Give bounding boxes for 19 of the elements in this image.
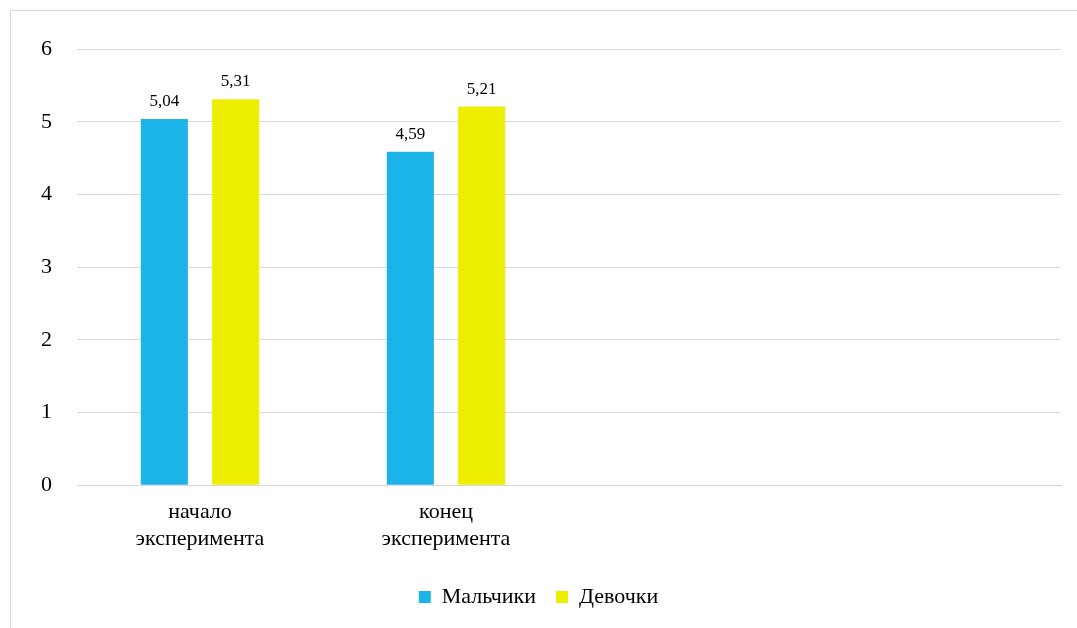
y-tick-label: 3 xyxy=(41,252,52,278)
data-label: 5,21 xyxy=(466,78,497,98)
x-tick-label: конец эксперимента xyxy=(381,498,511,550)
x-tick-label: начало эксперимента xyxy=(135,498,265,550)
y-tick-label: 1 xyxy=(41,398,52,424)
data-label: 5,31 xyxy=(220,71,251,91)
y-tick-label: 0 xyxy=(41,470,52,496)
legend-label: Мальчики xyxy=(441,582,537,608)
bar xyxy=(386,151,434,485)
bar xyxy=(212,99,260,485)
y-tick-label: 2 xyxy=(41,325,52,351)
legend-label: Девочки xyxy=(578,582,659,608)
data-label: 5,04 xyxy=(149,90,180,110)
y-tick-label: 5 xyxy=(41,107,52,133)
y-tick-label: 4 xyxy=(41,180,52,206)
y-tick-label: 6 xyxy=(41,34,52,60)
data-label: 4,59 xyxy=(395,123,426,143)
bar xyxy=(140,118,188,485)
bar xyxy=(458,106,506,485)
